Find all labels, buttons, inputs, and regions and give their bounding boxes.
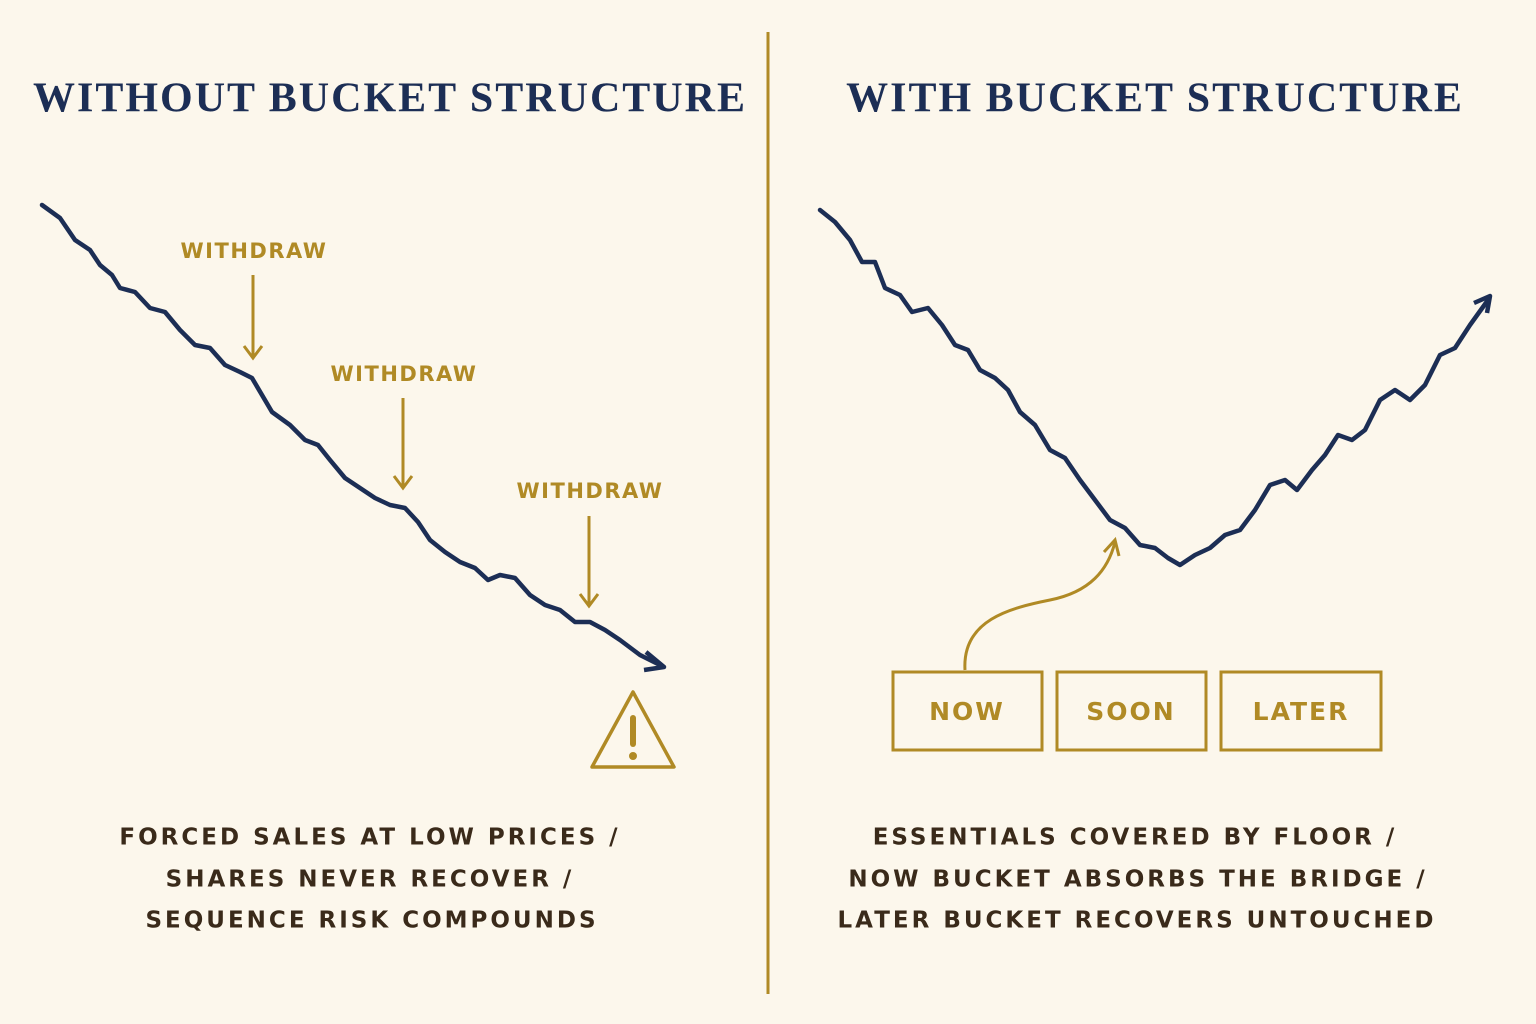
caption-line: SHARES NEVER RECOVER / xyxy=(166,867,575,893)
caption-line: LATER BUCKET RECOVERS UNTOUCHED xyxy=(838,908,1437,934)
bucket-label: LATER xyxy=(1253,697,1350,726)
arrowhead xyxy=(1473,293,1493,314)
withdraw-arrows xyxy=(242,275,600,609)
bucket-boxes xyxy=(891,670,1383,752)
left-title: WITHOUT BUCKET STRUCTURE xyxy=(33,76,747,122)
bucket-label: NOW xyxy=(929,697,1005,726)
caption-line: ESSENTIALS COVERED BY FLOOR / xyxy=(873,825,1398,851)
withdraw-label: WITHDRAW xyxy=(517,479,664,503)
arrowhead xyxy=(643,650,667,673)
withdraw-label: WITHDRAW xyxy=(331,362,478,386)
caption-line: NOW BUCKET ABSORBS THE BRIDGE / xyxy=(848,867,1427,893)
declining-line xyxy=(39,202,663,668)
bucket-label: SOON xyxy=(1086,697,1175,726)
caption-line: SEQUENCE RISK COMPOUNDS xyxy=(145,908,598,934)
recovery-line xyxy=(817,207,1491,568)
warning-icon xyxy=(590,690,676,769)
right-title: WITH BUCKET STRUCTURE xyxy=(846,76,1464,122)
withdraw-label: WITHDRAW xyxy=(181,239,328,263)
caption-line: FORCED SALES AT LOW PRICES / xyxy=(119,825,620,851)
bridge-arrow xyxy=(963,536,1121,671)
